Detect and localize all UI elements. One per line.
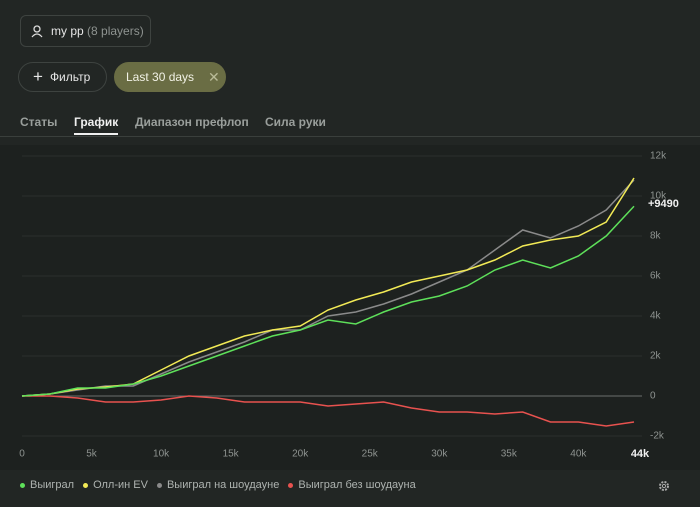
close-icon[interactable]: ✕ bbox=[208, 68, 220, 85]
divider bbox=[0, 136, 700, 137]
series-line bbox=[21, 205, 635, 397]
legend-label: Выиграл без шоудауна bbox=[298, 479, 416, 491]
tab-active[interactable]: График bbox=[74, 115, 119, 135]
x-tick-label: 5k bbox=[86, 449, 98, 460]
end-label: +9490 bbox=[648, 198, 679, 210]
tab[interactable]: Сила руки bbox=[265, 115, 326, 129]
y-tick-label: 6k bbox=[650, 271, 662, 282]
legend-item[interactable]: Выиграл на шоудауне bbox=[156, 479, 280, 491]
x-tick-label: 10k bbox=[153, 449, 170, 460]
legend-item[interactable]: Олл-ин EV bbox=[83, 479, 148, 491]
player-name: my pp bbox=[51, 24, 84, 38]
x-tick-label: 0 bbox=[19, 449, 25, 460]
y-tick-label: 2k bbox=[650, 351, 662, 362]
y-tick-label: 12k bbox=[650, 151, 667, 162]
user-icon bbox=[31, 25, 43, 38]
y-tick-label: 8k bbox=[650, 231, 662, 242]
legend-item[interactable]: Выиграл без шоудауна bbox=[288, 479, 416, 491]
x-tick-label: 30k bbox=[431, 449, 448, 460]
legend-item[interactable]: Выиграл bbox=[20, 479, 74, 491]
legend-dot bbox=[156, 482, 162, 488]
date-pill[interactable]: Last 30 days ✕ bbox=[114, 62, 226, 92]
x-tick-label: 20k bbox=[292, 449, 309, 460]
y-tick-label: 4k bbox=[650, 311, 662, 322]
series-line bbox=[22, 395, 635, 427]
tab[interactable]: Диапазон префлоп bbox=[135, 115, 249, 129]
player-button[interactable]: my pp (8 players) bbox=[20, 15, 151, 47]
legend-dot bbox=[20, 482, 25, 488]
filter-button[interactable]: + Фильтр bbox=[18, 62, 107, 92]
y-tick-label: -2k bbox=[650, 431, 665, 442]
x-tick-label: 15k bbox=[223, 449, 240, 460]
x-tick-label: 44k bbox=[631, 448, 650, 460]
y-tick-label: 0 bbox=[650, 391, 656, 402]
x-tick-label: 35k bbox=[501, 449, 518, 460]
legend-label: Выиграл bbox=[30, 479, 75, 491]
legend-dot bbox=[83, 482, 89, 488]
x-tick-label: 25k bbox=[362, 449, 379, 460]
plus-icon: + bbox=[33, 67, 43, 86]
x-tick-label: 40k bbox=[570, 449, 587, 460]
legend: Выиграл Олл-ин EV Выиграл на шоудауне Выигр… bbox=[20, 479, 416, 491]
tab[interactable]: Статы bbox=[20, 115, 58, 129]
settings-icon[interactable] bbox=[657, 479, 671, 493]
y-tick-label: 10k bbox=[650, 191, 667, 202]
chart-panel bbox=[0, 145, 700, 470]
legend-label: Олл-ин EV bbox=[93, 479, 148, 491]
player-count: (8 players) bbox=[87, 24, 144, 38]
legend-dot bbox=[288, 482, 294, 488]
date-label: Last 30 days bbox=[126, 70, 195, 84]
filter-label: Фильтр bbox=[49, 70, 91, 84]
legend-label: Выиграл на шоудауне bbox=[166, 479, 280, 491]
